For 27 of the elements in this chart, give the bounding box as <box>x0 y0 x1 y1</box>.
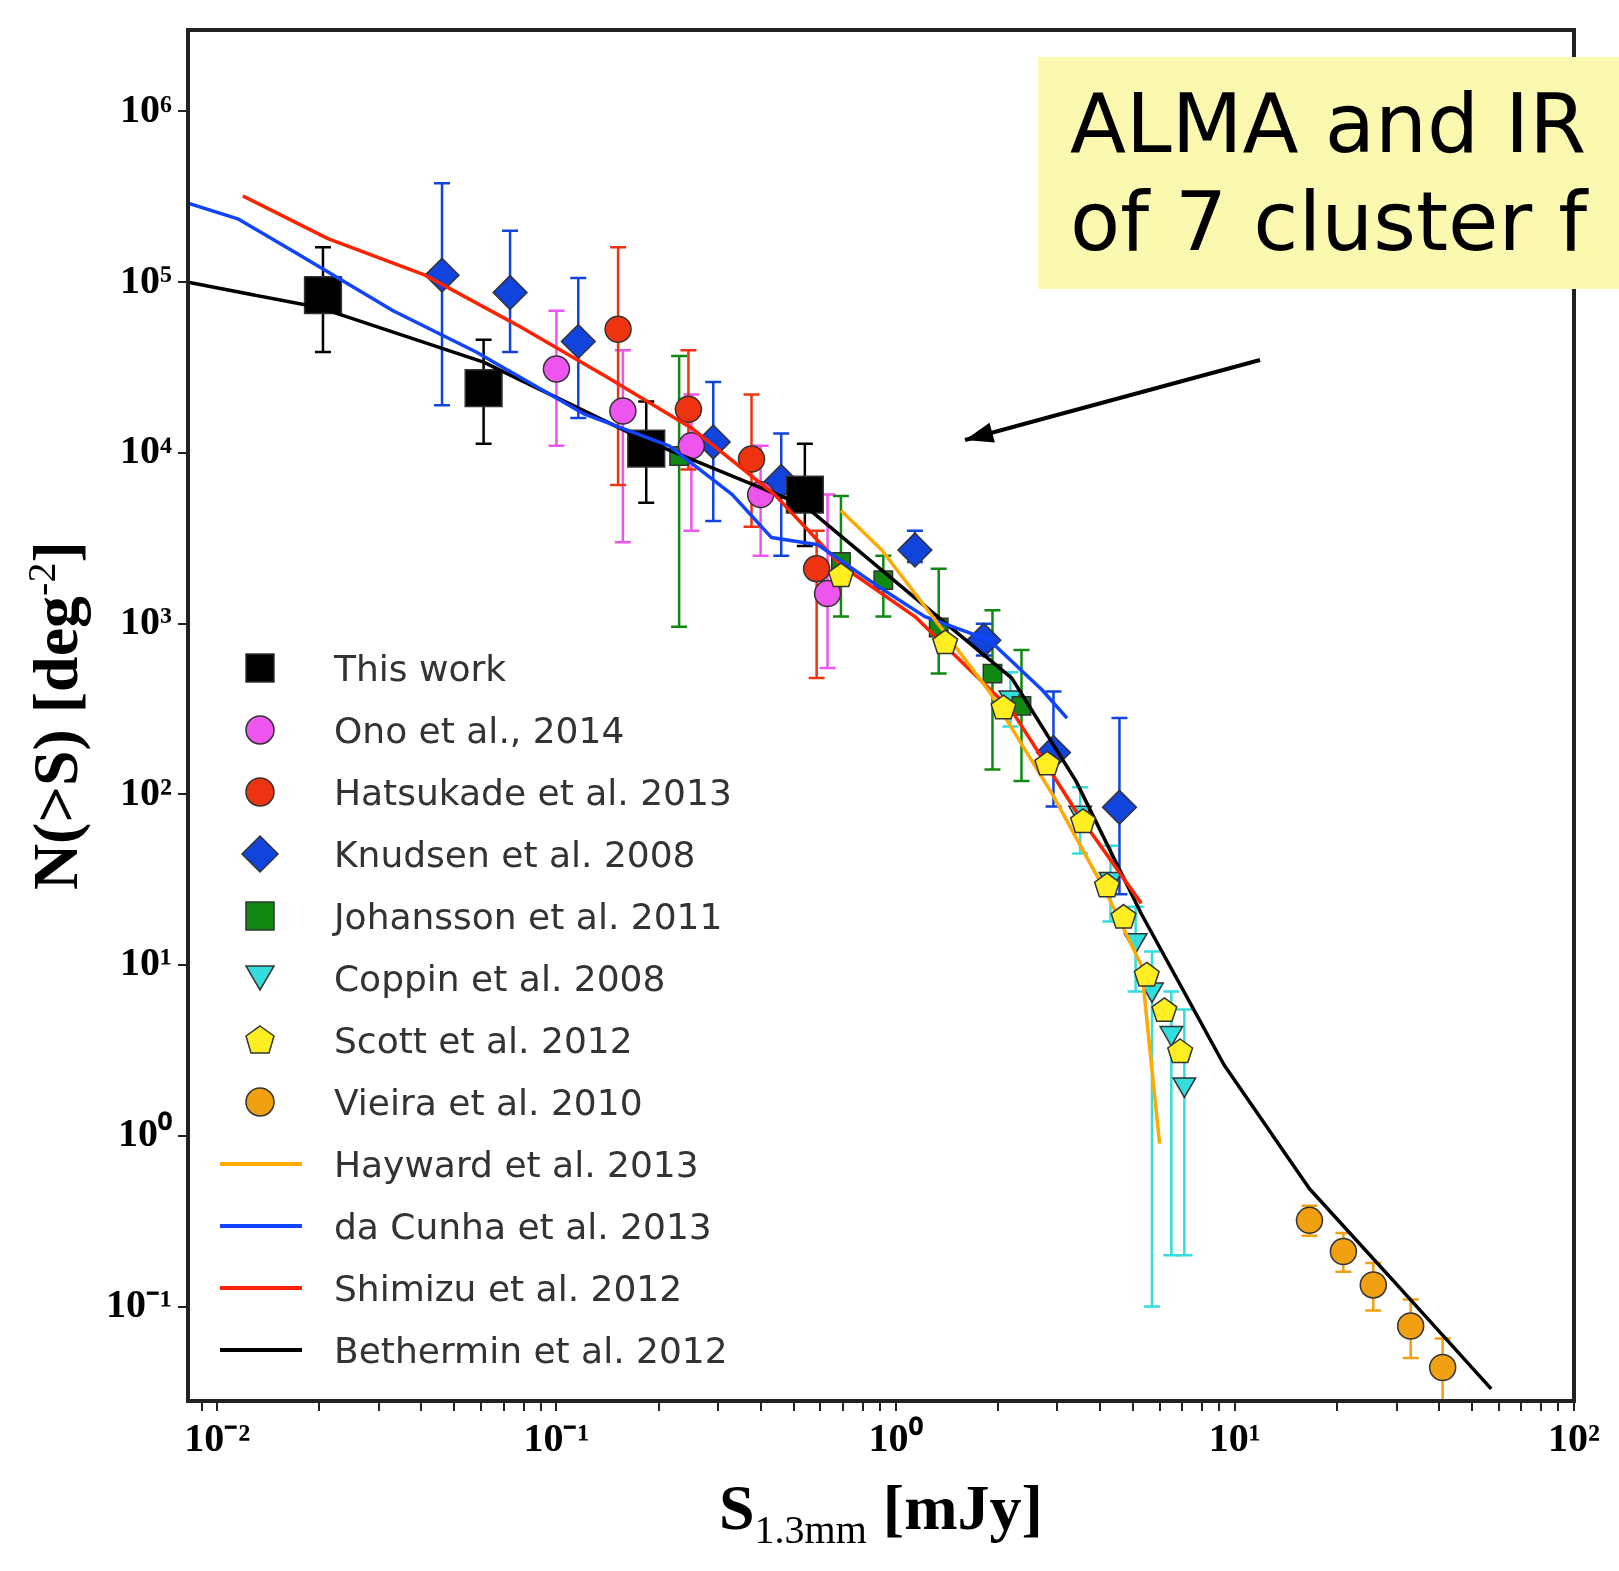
x-axis-title: S$_{1.3mm}$ [mJy] <box>718 1471 1043 1553</box>
legend-label: Vieira et al. 2010 <box>333 1081 643 1123</box>
legend-label: Scott et al. 2012 <box>333 1019 633 1061</box>
legend-label: Bethermin et al. 2012 <box>333 1329 728 1371</box>
legend-label: Hayward et al. 2013 <box>333 1143 699 1185</box>
legend-label: Shimizu et al. 2012 <box>333 1267 683 1309</box>
x-tick-label: 10⁻¹ <box>523 1415 590 1461</box>
annotation: ALMA and IR of 7 cluster f <box>1038 57 1619 289</box>
legend-label: Johansson et al. 2011 <box>333 895 723 937</box>
legend-label: Hatsukade et al. 2013 <box>333 771 732 813</box>
legend-label: Ono et al., 2014 <box>333 709 625 751</box>
x-tick-label: 10⁰ <box>868 1415 923 1461</box>
y-tick-label: 10³ <box>119 598 172 643</box>
x-tick-label: 10¹ <box>1208 1415 1261 1461</box>
y-tick-label: 10⁵ <box>119 256 172 302</box>
y-tick-label: 10¹ <box>119 939 172 985</box>
legend-label: da Cunha et al. 2013 <box>333 1205 712 1247</box>
y-tick-label: 10⁴ <box>119 427 172 473</box>
legend-label: Coppin et al. 2008 <box>333 957 666 999</box>
y-tick-label: 10⁶ <box>119 85 172 131</box>
x-tick-label: 10⁻² <box>184 1415 251 1461</box>
legend-label: Knudsen et al. 2008 <box>333 833 696 875</box>
y-tick-label: 10⁻¹ <box>105 1280 172 1326</box>
y-tick-label: 10² <box>119 768 172 814</box>
legend-label: This work <box>333 647 507 689</box>
y-tick-label: 10⁰ <box>117 1110 172 1156</box>
x-tick-label: 10² <box>1548 1415 1600 1461</box>
